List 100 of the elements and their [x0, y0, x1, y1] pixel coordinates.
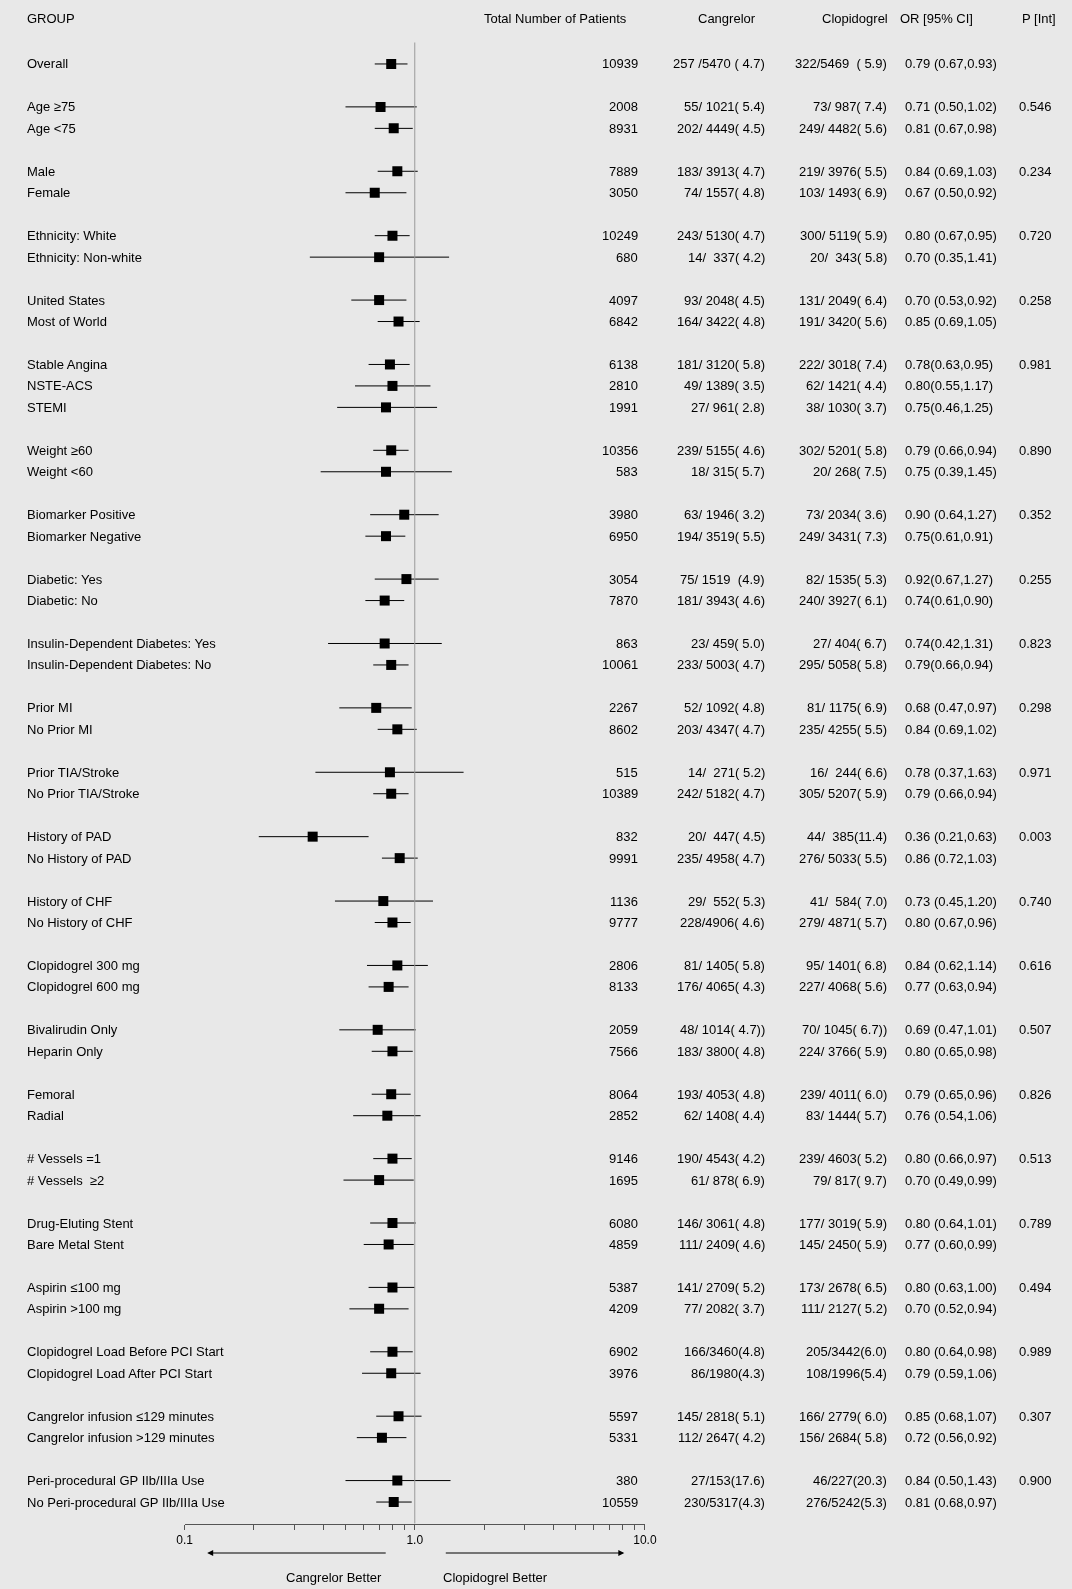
- text: 16/ 244( 6.6): [810, 765, 888, 780]
- point: [387, 917, 398, 928]
- text: 228/4906( 4.6): [680, 915, 765, 930]
- data-label: 0.70 (0.35,1.41): [905, 250, 997, 265]
- y-tick-label: STEMI: [27, 400, 67, 415]
- data-label: 0.78 (0.37,1.63): [905, 765, 997, 780]
- text: 52/ 1092( 4.8): [684, 700, 765, 715]
- text: 0.298: [1019, 700, 1052, 715]
- text: 27/ 961( 2.8): [691, 400, 765, 415]
- x-tick-label: 1.0: [406, 1532, 424, 1547]
- annotation: 5597: [609, 1409, 638, 1424]
- point: [386, 659, 397, 670]
- point: [383, 1239, 394, 1250]
- annotation: 10061: [602, 657, 639, 672]
- point: [386, 788, 397, 799]
- point: [387, 230, 398, 241]
- text: 0.513: [1019, 1151, 1052, 1166]
- text: 302/ 5201( 5.8): [799, 443, 888, 458]
- y-tick-label: Cangrelor infusion >129 minutes: [27, 1430, 216, 1445]
- point: [384, 359, 395, 370]
- text: 203/ 4347( 4.7): [677, 722, 766, 737]
- data-label: 0.70 (0.49,0.99): [905, 1173, 997, 1188]
- text: 20/ 343( 5.8): [810, 250, 888, 265]
- text: 305/ 5207( 5.9): [799, 786, 888, 801]
- point: [388, 123, 399, 134]
- annotation: 1695: [609, 1173, 638, 1188]
- y-tick-label: Cangrelor infusion ≤129 minutes: [27, 1409, 215, 1424]
- text: 205/3442(6.0): [806, 1344, 887, 1359]
- point: [374, 1175, 385, 1186]
- text: 0.740: [1019, 894, 1052, 909]
- y-tick-label: No Peri-procedural GP IIb/IIIa Use: [27, 1495, 225, 1510]
- text: 0.234: [1019, 164, 1052, 179]
- data-label: 0.79 (0.66,0.94): [905, 786, 997, 801]
- annotation: 6950: [609, 529, 638, 544]
- text: 103/ 1493( 6.9): [799, 185, 888, 200]
- text: 0.981: [1019, 357, 1052, 372]
- data-label: 0.84 (0.50,1.43): [905, 1473, 997, 1488]
- y-axis-title: GROUP: [27, 11, 75, 26]
- text: 0.507: [1019, 1022, 1052, 1037]
- text: 86/1980(4.3): [691, 1366, 765, 1381]
- annotation: 515: [616, 765, 638, 780]
- y-tick-label: Weight <60: [27, 464, 93, 479]
- point: [392, 724, 403, 735]
- text: 55/ 1021( 5.4): [684, 99, 765, 114]
- text: 156/ 2684( 5.8): [799, 1430, 888, 1445]
- annotation: 6080: [609, 1216, 638, 1231]
- text: 41/ 584( 7.0): [810, 894, 888, 909]
- y-tick-label: No History of PAD: [27, 851, 132, 866]
- text: 27/ 404( 6.7): [813, 636, 887, 651]
- annotation: 5387: [609, 1280, 638, 1295]
- point: [381, 531, 392, 542]
- text: 29/ 552( 5.3): [688, 894, 766, 909]
- annotation: 9777: [609, 915, 638, 930]
- annotation: 6842: [609, 314, 638, 329]
- text: 79/ 817( 9.7): [813, 1173, 887, 1188]
- y-tick-label: Clopidogrel Load Before PCI Start: [27, 1344, 224, 1359]
- annotation: 380: [616, 1473, 638, 1488]
- annotation: 2059: [609, 1022, 638, 1037]
- text: 141/ 2709( 5.2): [677, 1280, 766, 1295]
- text: 75/ 1519 (4.9): [680, 572, 765, 587]
- y-tick-label: Diabetic: No: [27, 593, 98, 608]
- data-label: 0.81 (0.67,0.98): [905, 121, 997, 136]
- point: [374, 1303, 385, 1314]
- data-label: 0.68 (0.47,0.97): [905, 700, 997, 715]
- data-label: 0.79(0.66,0.94): [905, 657, 994, 672]
- text: 0.494: [1019, 1280, 1052, 1295]
- annotation: 8064: [609, 1087, 638, 1102]
- annotation: 10559: [602, 1495, 639, 1510]
- text: 240/ 3927( 6.1): [799, 593, 888, 608]
- y-tick-label: Stable Angina: [27, 357, 108, 372]
- data-label: 0.75 (0.39,1.45): [905, 464, 997, 479]
- text: 219/ 3976( 5.5): [799, 164, 888, 179]
- y-tick-label: Femoral: [27, 1087, 75, 1102]
- annotation: 8602: [609, 722, 638, 737]
- text: 0.352: [1019, 507, 1052, 522]
- text: 235/ 4255( 5.5): [799, 722, 888, 737]
- point: [387, 1153, 398, 1164]
- data-label: 0.90 (0.64,1.27): [905, 507, 997, 522]
- point: [393, 316, 404, 327]
- annotation: 7566: [609, 1044, 638, 1059]
- text: 146/ 3061( 4.8): [677, 1216, 766, 1231]
- data-label: 0.36 (0.21,0.63): [905, 829, 997, 844]
- point: [374, 295, 385, 306]
- text: 62/ 1421( 4.4): [806, 378, 887, 393]
- text: 0.616: [1019, 958, 1052, 973]
- text: 0.989: [1019, 1344, 1052, 1359]
- point: [379, 595, 390, 606]
- text: 23/ 459( 5.0): [691, 636, 765, 651]
- y-tick-label: Diabetic: Yes: [27, 572, 103, 587]
- point: [372, 1024, 383, 1035]
- data-label: 0.79 (0.66,0.94): [905, 443, 997, 458]
- y-tick-label: Prior MI: [27, 700, 73, 715]
- text: 235/ 4958( 4.7): [677, 851, 766, 866]
- text: 295/ 5058( 5.8): [799, 657, 888, 672]
- point: [386, 1368, 397, 1379]
- data-label: 0.79 (0.59,1.06): [905, 1366, 997, 1381]
- text: 193/ 4053( 4.8): [677, 1087, 766, 1102]
- text: 183/ 3913( 4.7): [677, 164, 766, 179]
- point: [387, 380, 398, 391]
- text: 181/ 3943( 4.6): [677, 593, 766, 608]
